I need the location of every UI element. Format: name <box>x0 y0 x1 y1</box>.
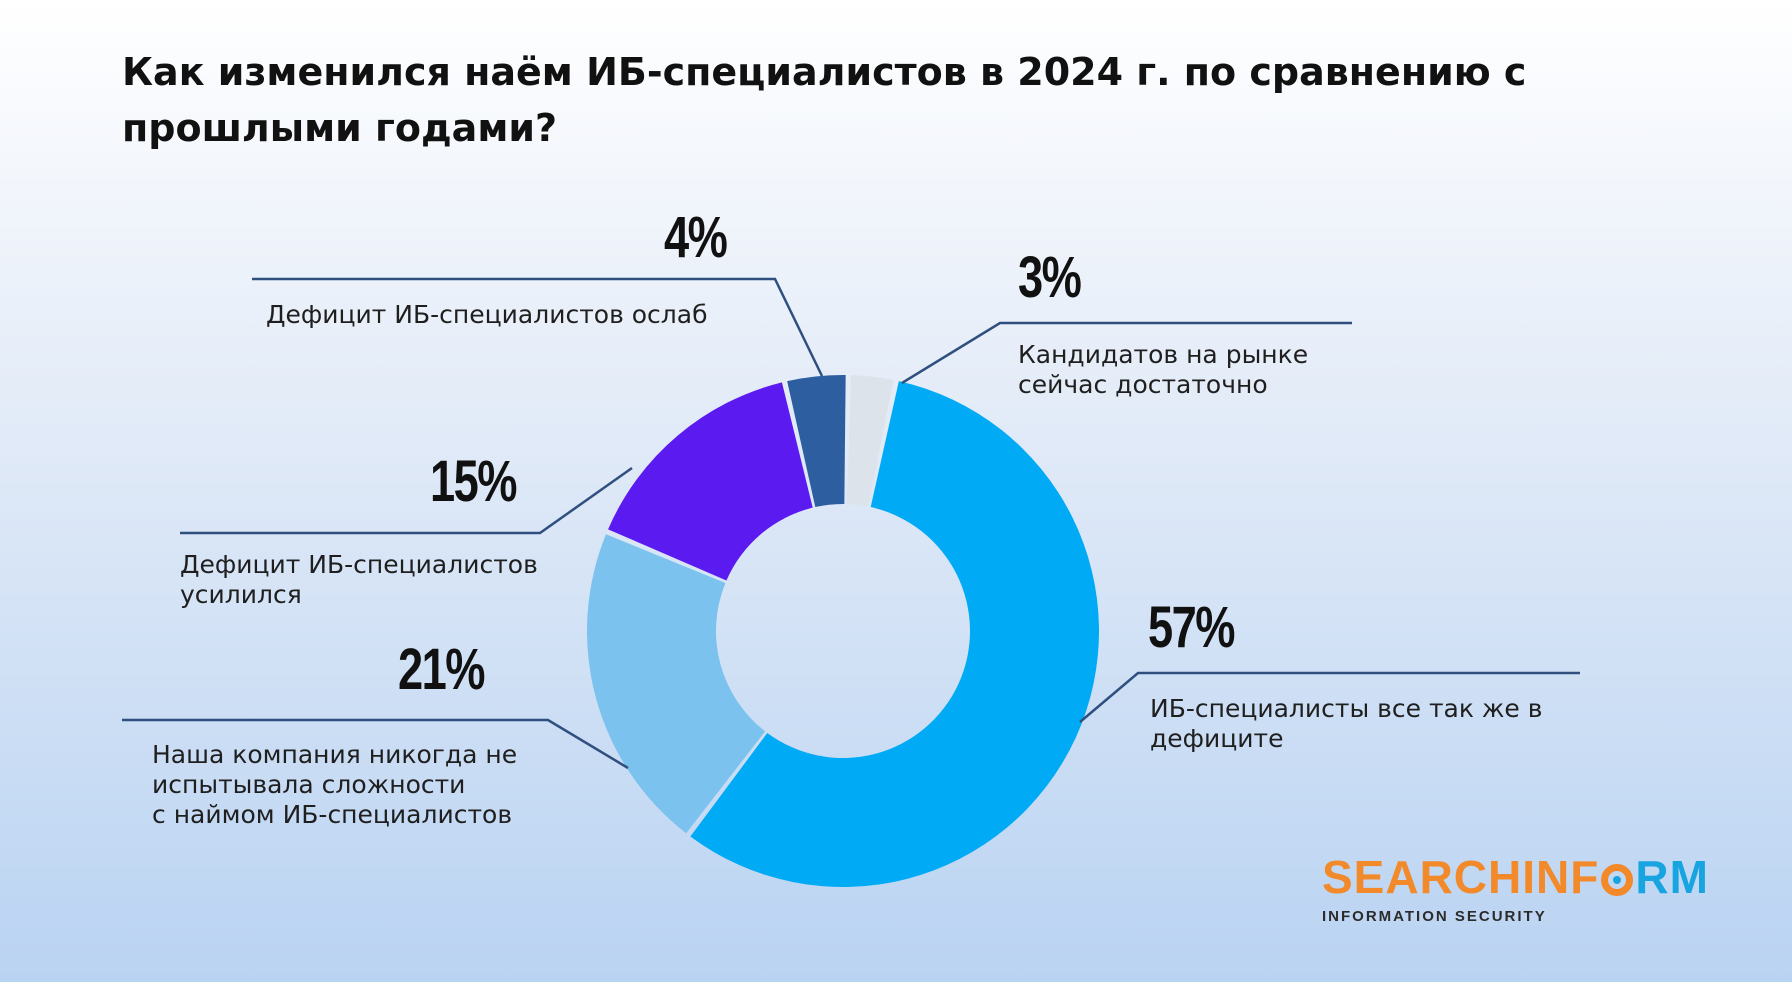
pct-label-21: 21% <box>398 637 485 702</box>
logo-tagline: INFORMATION SECURITY <box>1322 908 1547 925</box>
searchinform-logo: SEARCHINF RM <box>1322 852 1709 902</box>
slice-4 <box>787 375 846 508</box>
leader-3 <box>901 321 1352 385</box>
pct-label-15: 15% <box>430 449 517 514</box>
slice-57 <box>690 381 1099 887</box>
slice-15 <box>608 382 813 581</box>
logo-target-icon <box>1601 864 1634 896</box>
slice-label-15: Дефицит ИБ-специалистов усилился <box>180 550 538 609</box>
slice-label-4: Дефицит ИБ-специалистов ослаб <box>266 300 708 329</box>
slice-label-21: Наша компания никогда не испытывала слож… <box>152 740 518 829</box>
logo-part-inf: INF <box>1522 851 1600 903</box>
slice-3 <box>846 375 894 507</box>
slice-label-57: ИБ-специалисты все так же в дефиците <box>1150 694 1543 753</box>
pct-label-57: 57% <box>1148 595 1235 660</box>
logo-part-search: SEARCH <box>1322 851 1523 903</box>
slice-21 <box>587 534 766 834</box>
pct-label-4: 4% <box>664 205 728 270</box>
logo-part-rm: RM <box>1635 851 1709 903</box>
chart-title: Как изменился наём ИБ-специалистов в 202… <box>122 50 1527 150</box>
slice-label-3: Кандидатов на рынке сейчас достаточно <box>1018 340 1309 399</box>
pct-label-3: 3% <box>1018 245 1082 310</box>
leader-4 <box>252 277 824 377</box>
leader-57 <box>1079 671 1580 723</box>
leader-21 <box>122 718 629 770</box>
leader-15 <box>180 466 633 535</box>
